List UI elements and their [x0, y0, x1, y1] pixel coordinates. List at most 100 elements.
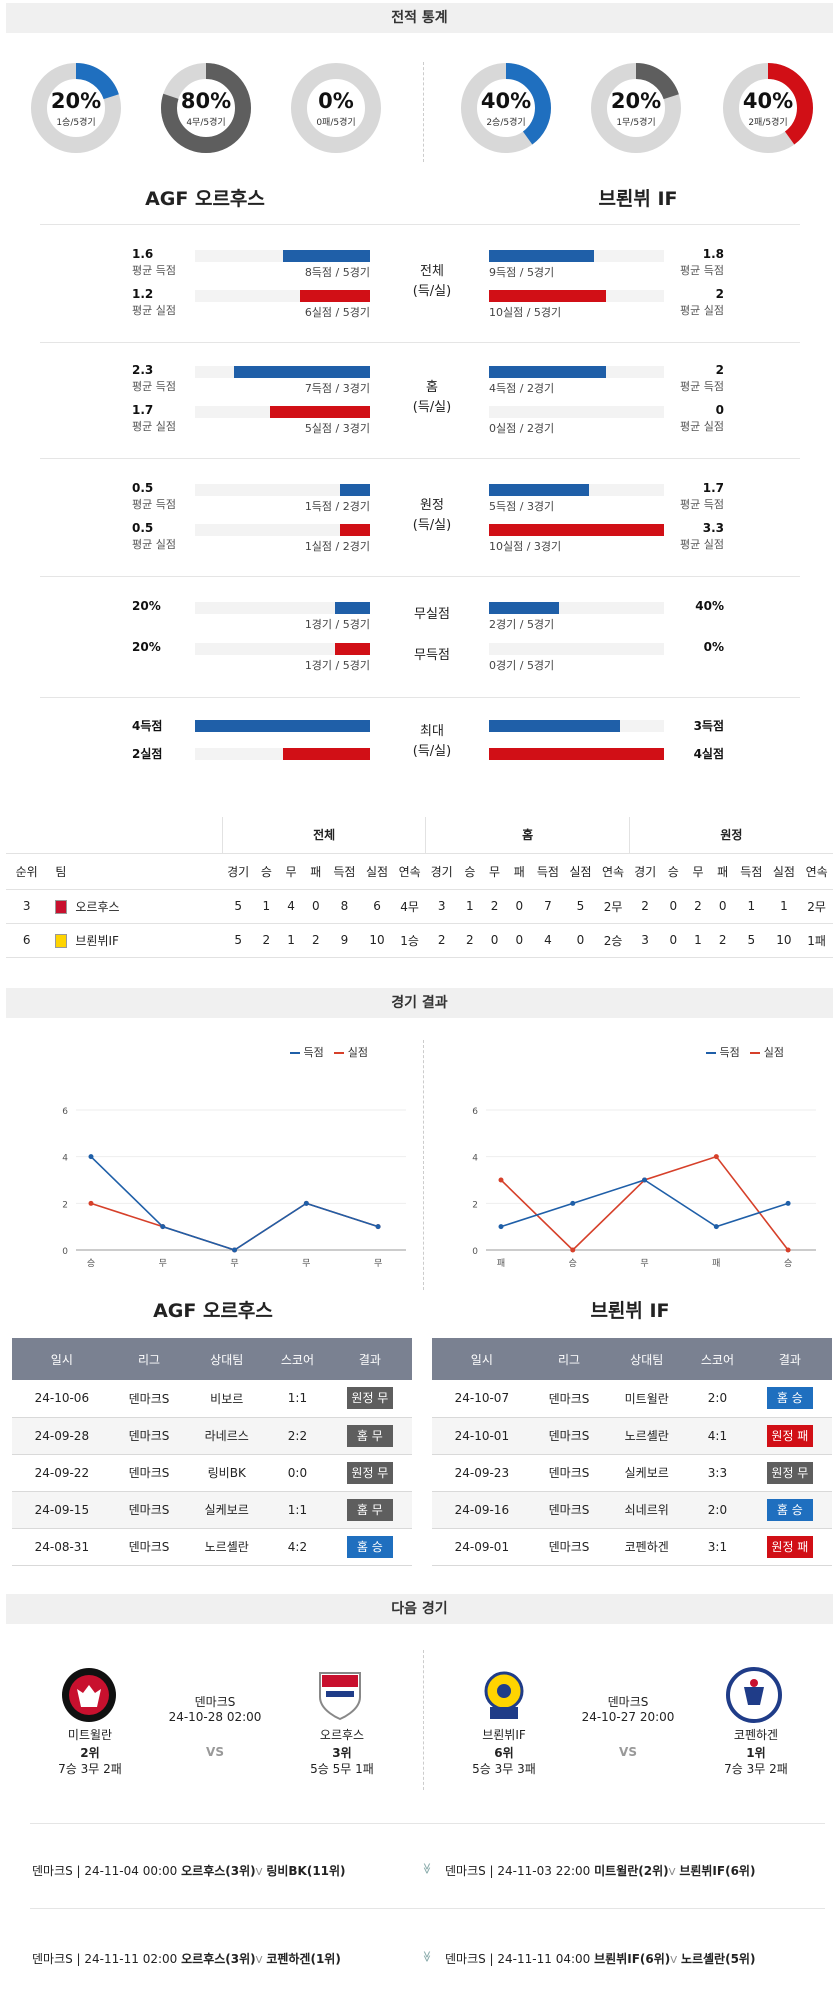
standings-cell: 1 [735, 889, 768, 924]
standings-value: 2승 [603, 933, 623, 948]
result-badge: 원정 패 [766, 1424, 813, 1447]
results-outcome: 원정 무 [327, 1454, 412, 1492]
results-cell[interactable]: 노르셸란 [606, 1417, 688, 1455]
results-cell: 24-10-07 [432, 1380, 532, 1418]
left-track [195, 524, 370, 536]
standings-cell: 0 [303, 889, 329, 924]
left-value: 4득점 [132, 719, 163, 733]
chart-divider [423, 1040, 424, 1290]
standings-cell: 9 [328, 923, 361, 958]
left-bar [340, 484, 370, 496]
standings-cell: 0 [660, 889, 686, 924]
standings-value: 3 [641, 933, 649, 947]
standings-cell: 2 [425, 923, 458, 958]
standings-value: 2무 [603, 899, 623, 914]
standings-cell: 0 [564, 923, 597, 958]
donut-percent: 20% [610, 89, 662, 113]
results-cell[interactable]: 라네르스 [186, 1417, 268, 1455]
next-team-name[interactable]: 브뢴뷔IF [482, 1728, 526, 1742]
standings-cell: 7 [531, 889, 565, 924]
next-team-name[interactable]: 오르후스 [319, 1728, 365, 1742]
left-caption: 6실점 / 5경기 [304, 306, 370, 319]
results-cell[interactable]: 쇠네르위 [606, 1491, 688, 1529]
standings-cell: 4무 [393, 889, 426, 924]
results-cell[interactable]: 노르셸란 [186, 1528, 268, 1566]
series-point [375, 1224, 381, 1230]
results-row: 24-10-07 덴마크S 미트윌란 2:0 홈 승 [432, 1380, 832, 1418]
y-tick-label: 2 [472, 1200, 478, 1210]
standings-cell: 3 [425, 889, 458, 924]
standings-value: 1승 [400, 933, 419, 948]
standings-cell: 2 [457, 923, 483, 958]
schedule-item[interactable]: 덴마크S | 24-11-04 00:00 오르후스(3위)V 링비BK(11위… [32, 1862, 346, 1879]
standings-cell: 2무 [596, 889, 630, 924]
standings-cell: 0 [506, 923, 532, 958]
right-caption: 0실점 / 2경기 [489, 422, 555, 435]
donut-chart: 20% 1승/5경기 [30, 62, 122, 154]
standings-cell: 2무 [800, 889, 833, 924]
x-tick-label: 무 [230, 1258, 238, 1269]
donut-percent: 80% [180, 89, 232, 113]
standings-header: 무 [482, 853, 507, 890]
x-tick-label: 승 [784, 1258, 792, 1269]
standings-value: 2 [718, 933, 727, 947]
schedule-item[interactable]: 덴마크S | 24-11-11 04:00 브뢴뷔IF(6위)V 노르셸란(5위… [445, 1950, 755, 1967]
standings-header: 승 [660, 853, 686, 890]
results-cell[interactable]: 미트윌란 [606, 1380, 688, 1418]
results-cell: 24-09-16 [432, 1491, 532, 1529]
next-league: 덴마크S [607, 1695, 649, 1709]
donut-ring [31, 63, 121, 153]
results-cell[interactable]: 링비BK [186, 1454, 268, 1492]
results-cell[interactable]: 비보르 [186, 1380, 268, 1418]
donut-chart: 80% 4무/5경기 [160, 62, 252, 154]
section-title-next: 다음 경기 [6, 1594, 833, 1624]
standings-cell: 6 [360, 889, 394, 924]
results-cell: 1:1 [267, 1491, 328, 1529]
standings-value: 2 [641, 899, 649, 913]
left-value: 0.5 [132, 521, 154, 535]
agf-crest-icon [319, 1672, 361, 1721]
standings-group: 원정 [629, 817, 833, 854]
right-value: 3.3 [702, 521, 724, 535]
standings-header: 득점 [328, 853, 361, 890]
schedule-info: 덴마크S | 24-11-04 00:00 [32, 1864, 178, 1878]
results-cell[interactable]: 실케보르 [606, 1454, 688, 1492]
donut-subtitle: 1무/5경기 [616, 118, 656, 128]
standings-team[interactable]: 오르후스 [47, 889, 223, 924]
left-value: 0.5 [132, 481, 154, 495]
next-team-name[interactable]: 미트윌란 [67, 1728, 113, 1742]
left-caption: 7득점 / 3경기 [304, 382, 370, 395]
series-point [785, 1200, 791, 1206]
results-cell[interactable]: 실케보르 [186, 1491, 268, 1529]
schedule-item[interactable]: 덴마크S | 24-11-03 22:00 미트윌란(2위)V 브뢴뷔IF(6위… [445, 1862, 755, 1879]
right-caption: 10실점 / 5경기 [489, 306, 562, 319]
results-cell: 덴마크S [531, 1380, 607, 1418]
results-cell: 24-10-06 [12, 1380, 112, 1418]
legend-conceded: 실점 [763, 1046, 784, 1059]
schedule-away: 코펜하겐(1위) [266, 1952, 341, 1966]
x-tick-label: 무 [159, 1258, 167, 1269]
standings-team[interactable]: 브뢴뷔IF [47, 923, 223, 958]
next-team-name[interactable]: 코펜하겐 [733, 1728, 779, 1742]
standings-cell: 5 [564, 889, 597, 924]
right-caption: 2경기 / 5경기 [489, 618, 555, 631]
donut-fill [461, 63, 551, 153]
results-cell[interactable]: 코펜하겐 [606, 1528, 688, 1566]
schedule-mark: V [668, 1867, 676, 1878]
results-row: 24-09-01 덴마크S 코펜하겐 3:1 원정 패 [432, 1528, 832, 1566]
standings-header: 패 [506, 853, 532, 890]
standings-cell: 0 [482, 923, 507, 958]
y-tick-label: 6 [472, 1107, 478, 1117]
results-header: 리그 [531, 1338, 607, 1380]
standings-value: 8 [340, 899, 349, 913]
standings-value: 5 [234, 933, 243, 947]
schedule-item[interactable]: 덴마크S | 24-11-11 02:00 오르후스(3위)V 코펜하겐(1위) [32, 1950, 341, 1967]
results-outcome: 원정 패 [747, 1528, 832, 1566]
series-point [88, 1154, 94, 1160]
results-header: 결과 [327, 1338, 412, 1380]
results-row: 24-09-23 덴마크S 실케보르 3:3 원정 무 [432, 1454, 832, 1492]
right-label: 평균 실점 [680, 538, 724, 551]
standings-value: 5 [747, 933, 756, 947]
left-bar [282, 250, 370, 262]
donut-fill [31, 63, 121, 153]
